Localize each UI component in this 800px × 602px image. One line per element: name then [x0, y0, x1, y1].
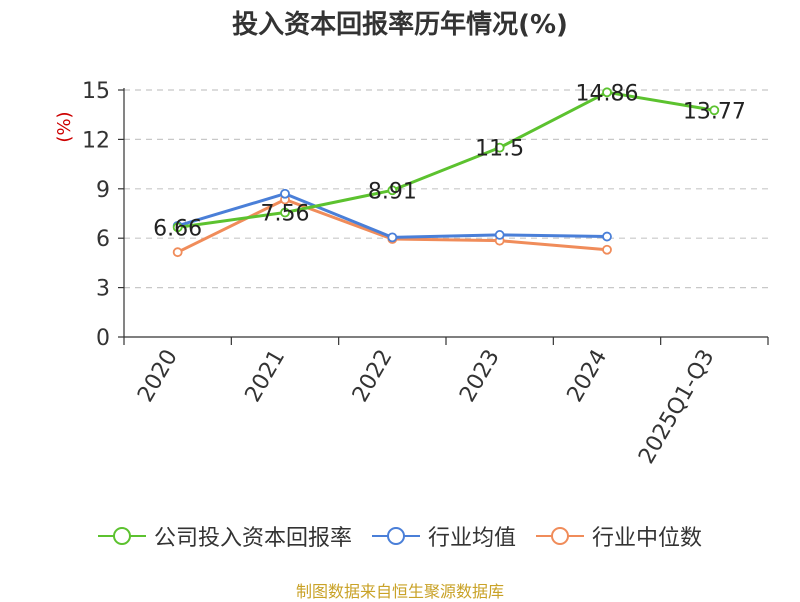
- data-point: [494, 142, 505, 153]
- chart-title: 投入资本回报率历年情况(%): [232, 10, 568, 40]
- data-point: [602, 231, 612, 242]
- x-tick-label: 2020: [133, 346, 183, 407]
- legend: 公司投入资本回报率 行业均值 行业中位数: [0, 520, 800, 552]
- legend-marker-industry-median: [536, 527, 584, 545]
- legend-item-industry-mean[interactable]: 行业均值: [371, 520, 516, 552]
- data-label: 6.66: [153, 216, 202, 241]
- data-point: [280, 207, 290, 218]
- legend-item-industry-median[interactable]: 行业中位数: [536, 520, 702, 552]
- data-label: 8.91: [368, 179, 417, 204]
- x-tick-label: 2022: [348, 346, 398, 407]
- data-label: 13.77: [683, 99, 746, 124]
- data-label: 7.56: [261, 202, 310, 227]
- data-point: [172, 222, 183, 233]
- x-tick-label: 2024: [563, 346, 613, 407]
- legend-item-company[interactable]: 公司投入资本回报率: [97, 520, 352, 552]
- data-point: [387, 232, 398, 243]
- x-tick-label: 2025Q1-Q3: [634, 346, 719, 469]
- legend-marker-industry-mean: [371, 527, 420, 545]
- y-tick-label: 15: [82, 79, 110, 104]
- y-tick-label: 9: [96, 178, 110, 203]
- data-source-note: 制图数据来自恒生聚源数据库: [295, 582, 504, 601]
- y-tick-label: 12: [82, 128, 110, 153]
- legend-label-industry-mean: 行业均值: [427, 526, 516, 551]
- data-point: [172, 247, 183, 258]
- x-tick-label: 2023: [455, 345, 505, 406]
- legend-label-company: 公司投入资本回报率: [153, 526, 352, 551]
- data-label: 11.5: [475, 137, 524, 162]
- y-tick-label: 6: [96, 227, 110, 252]
- data-point: [494, 230, 505, 240]
- y-axis-label: (%): [54, 111, 75, 142]
- data-point: [280, 188, 290, 199]
- series-line: [177, 90, 715, 229]
- x-tick-label: 2021: [241, 346, 291, 407]
- data-point: [709, 105, 720, 116]
- legend-marker-company: [97, 527, 146, 545]
- y-tick-label: 3: [96, 277, 110, 302]
- data-point: [602, 244, 612, 255]
- data-point: [387, 185, 398, 196]
- data-point: [602, 87, 612, 98]
- data-label: 14.86: [576, 81, 639, 106]
- y-tick-label: 0: [96, 326, 110, 351]
- legend-label-industry-median: 行业中位数: [592, 526, 703, 551]
